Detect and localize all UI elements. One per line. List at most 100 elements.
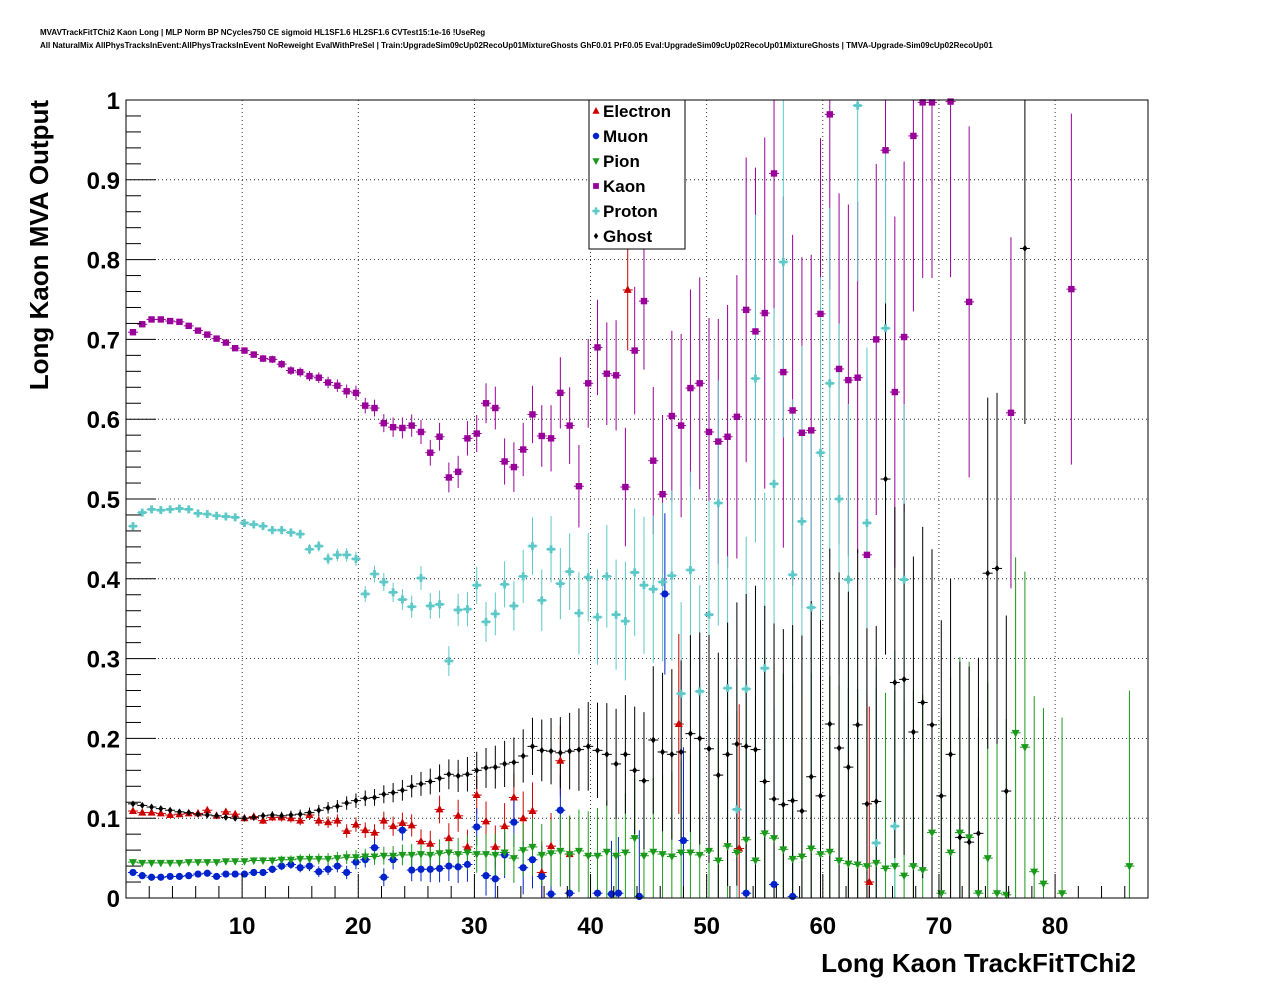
muon-point bbox=[343, 868, 351, 877]
pion-point bbox=[528, 843, 537, 852]
kaon-point bbox=[538, 432, 545, 440]
kaon-point bbox=[306, 372, 313, 380]
ghost-point bbox=[966, 838, 972, 846]
ghost-point bbox=[409, 782, 415, 790]
kaon-point bbox=[928, 99, 936, 106]
pion-point bbox=[342, 854, 351, 862]
kaon-point bbox=[399, 424, 406, 432]
muon-point bbox=[157, 873, 165, 881]
muon-point bbox=[770, 880, 778, 889]
y-tick-label: 0.7 bbox=[87, 327, 120, 354]
kaon-point bbox=[250, 351, 257, 358]
y-tick-label: 0.2 bbox=[87, 726, 120, 753]
proton-point bbox=[705, 610, 714, 619]
proton-point bbox=[612, 610, 621, 619]
legend-marker-kaon bbox=[593, 183, 599, 189]
electron-point bbox=[500, 821, 509, 830]
kaon-point bbox=[780, 368, 787, 376]
muon-point bbox=[445, 862, 453, 870]
legend-box bbox=[588, 99, 686, 250]
pion-point bbox=[286, 856, 295, 865]
muon-point bbox=[426, 865, 434, 873]
electron-point bbox=[203, 805, 212, 814]
proton-point bbox=[760, 664, 769, 673]
proton-point bbox=[547, 545, 556, 554]
x-tick-label: 60 bbox=[809, 913, 836, 940]
ghost-point bbox=[381, 790, 387, 798]
pion-point bbox=[1039, 880, 1048, 889]
ghost-point bbox=[214, 812, 220, 820]
ghost-point bbox=[316, 806, 322, 814]
pion-point bbox=[472, 851, 481, 859]
proton-point bbox=[900, 575, 909, 584]
ghost-point bbox=[929, 721, 935, 729]
muon-point bbox=[454, 863, 462, 871]
ghost-point bbox=[325, 804, 331, 812]
ghost-point bbox=[464, 770, 470, 778]
proton-point bbox=[361, 589, 370, 598]
proton-point bbox=[519, 572, 528, 581]
electron-point bbox=[259, 816, 268, 824]
kaon-point bbox=[965, 298, 973, 306]
pion-point bbox=[667, 853, 676, 862]
proton-point bbox=[686, 566, 695, 575]
electron-point bbox=[426, 839, 435, 847]
pion-point bbox=[1058, 890, 1067, 898]
proton-point bbox=[379, 577, 388, 586]
muon-point bbox=[538, 872, 546, 881]
ghost-point bbox=[1003, 787, 1009, 795]
pion-point bbox=[723, 843, 732, 851]
kaon-point bbox=[650, 457, 657, 464]
proton-point bbox=[890, 822, 899, 831]
pion-point bbox=[983, 855, 992, 863]
kaon-point bbox=[854, 374, 861, 381]
pion-point bbox=[593, 852, 602, 861]
pion-point bbox=[547, 850, 556, 858]
ghost-point bbox=[836, 744, 842, 752]
pion-point bbox=[955, 829, 964, 838]
ghost-point bbox=[567, 747, 573, 755]
legend-label-ghost: Ghost bbox=[603, 227, 652, 246]
ghost-point bbox=[502, 760, 508, 768]
muon-point bbox=[212, 872, 221, 881]
ghost-point bbox=[938, 792, 944, 800]
y-tick-label: 0.1 bbox=[87, 806, 120, 833]
ghost-point bbox=[743, 742, 749, 750]
pion-point bbox=[714, 857, 723, 865]
kaon-point bbox=[176, 318, 183, 326]
pion-point bbox=[686, 849, 695, 858]
proton-point bbox=[231, 513, 240, 522]
kaon-point bbox=[417, 428, 425, 436]
kaon-point bbox=[362, 402, 369, 409]
kaon-point bbox=[408, 422, 415, 429]
kaon-point bbox=[324, 379, 332, 386]
legend-marker-proton bbox=[592, 207, 600, 215]
kaon-point bbox=[566, 422, 573, 429]
pion-point bbox=[584, 852, 593, 861]
kaon-point bbox=[482, 400, 490, 407]
kaon-point bbox=[157, 316, 165, 323]
pion-point bbox=[844, 860, 853, 869]
ghost-point bbox=[808, 773, 814, 781]
ghost-point bbox=[752, 746, 758, 754]
ghost-point bbox=[920, 698, 926, 706]
y-axis-label: Long Kaon MVA Output bbox=[24, 100, 54, 391]
pion-point bbox=[890, 863, 899, 871]
ghost-point bbox=[827, 720, 833, 728]
ghost-point bbox=[474, 766, 480, 774]
kaon-point bbox=[585, 380, 592, 387]
proton-point bbox=[742, 684, 751, 693]
kaon-point bbox=[213, 335, 220, 342]
kaon-point bbox=[798, 429, 806, 436]
ghost-point bbox=[204, 811, 210, 819]
kaon-point bbox=[315, 374, 322, 381]
pion-point bbox=[361, 853, 370, 862]
ghost-point bbox=[771, 795, 777, 803]
y-tick-label: 0 bbox=[107, 886, 120, 913]
ghost-point bbox=[845, 763, 851, 771]
ghost-point bbox=[520, 752, 526, 760]
electron-point bbox=[166, 810, 175, 819]
electron-point bbox=[370, 828, 379, 836]
proton-point bbox=[277, 526, 286, 535]
muon-point bbox=[203, 869, 211, 877]
